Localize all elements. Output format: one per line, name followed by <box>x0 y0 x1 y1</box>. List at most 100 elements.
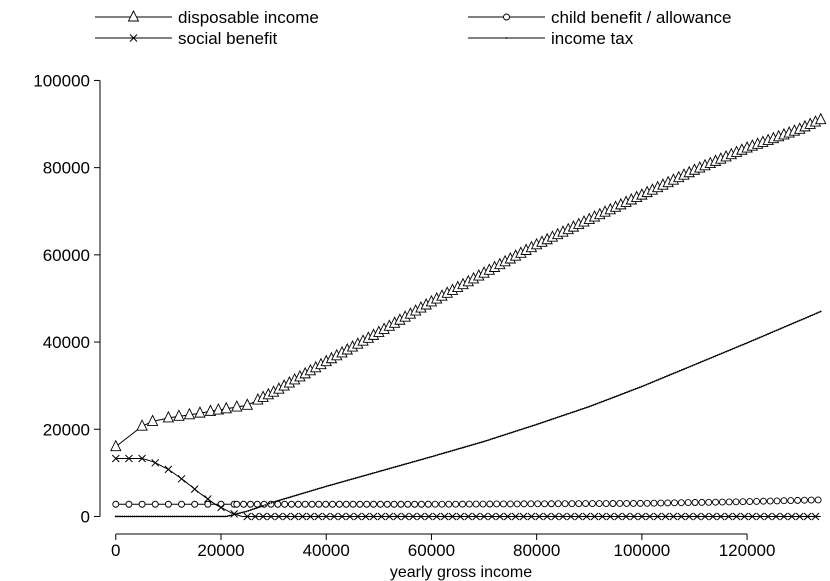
data-point <box>795 512 804 521</box>
data-point <box>718 353 721 356</box>
data-point <box>424 500 432 508</box>
data-point <box>182 515 185 518</box>
data-point <box>276 499 279 502</box>
data-point <box>548 419 551 422</box>
data-point <box>552 417 555 420</box>
data-point <box>407 462 410 465</box>
data-point <box>274 500 277 503</box>
data-point <box>325 485 328 488</box>
data-point <box>251 512 260 521</box>
data-point <box>290 512 299 521</box>
data-point <box>456 512 465 521</box>
data-point <box>169 515 172 518</box>
data-point <box>329 484 332 487</box>
x-tick-label: 20000 <box>197 541 244 560</box>
data-point <box>529 425 532 428</box>
data-point <box>508 432 511 435</box>
data-point <box>212 403 225 415</box>
data-point <box>266 503 269 506</box>
data-point <box>259 512 267 521</box>
data-point <box>180 515 182 518</box>
data-point <box>390 500 398 508</box>
data-point <box>598 401 601 404</box>
data-point <box>558 415 561 418</box>
data-point <box>127 515 130 518</box>
data-point <box>260 505 262 508</box>
data-point <box>319 487 321 490</box>
data-point <box>413 460 416 463</box>
data-point <box>556 416 559 419</box>
data-point <box>616 500 624 507</box>
data-point <box>636 499 644 507</box>
data-point <box>817 311 820 314</box>
data-point <box>228 514 231 517</box>
data-point <box>298 512 307 521</box>
data-point <box>603 400 605 402</box>
data-point <box>465 500 473 508</box>
data-point <box>150 515 153 518</box>
data-point <box>568 500 576 508</box>
data-point <box>744 342 746 345</box>
data-point <box>350 478 353 481</box>
data-point <box>190 485 199 493</box>
data-point <box>760 335 763 338</box>
data-point <box>582 500 590 508</box>
data-point <box>377 512 386 521</box>
data-point <box>481 441 483 443</box>
data-point <box>257 506 260 509</box>
data-point <box>426 457 429 459</box>
data-point <box>112 500 120 508</box>
data-point <box>186 515 189 518</box>
data-point <box>409 512 417 521</box>
data-point <box>792 322 795 325</box>
data-point <box>502 434 504 437</box>
data-point <box>668 374 671 377</box>
data-point <box>697 362 700 364</box>
data-point <box>531 424 534 427</box>
data-point <box>780 512 788 521</box>
data-point <box>224 515 227 518</box>
data-point <box>809 315 812 317</box>
data-point <box>535 512 544 521</box>
data-point <box>544 420 546 423</box>
legend-marker <box>505 37 508 39</box>
data-point <box>600 400 603 403</box>
data-point <box>725 350 727 353</box>
data-point <box>662 376 664 379</box>
data-point <box>705 498 713 506</box>
data-point <box>110 439 122 452</box>
data-point <box>474 443 477 445</box>
data-point <box>247 500 254 508</box>
data-point <box>282 512 291 521</box>
data-point <box>479 500 487 508</box>
data-point <box>133 515 136 518</box>
data-point <box>813 313 816 316</box>
data-point <box>478 441 481 444</box>
data-point <box>436 453 439 456</box>
data-point <box>569 412 572 414</box>
data-point <box>335 500 343 508</box>
data-point <box>622 512 630 521</box>
data-point <box>405 462 408 465</box>
data-point <box>687 366 690 369</box>
data-point <box>302 492 304 495</box>
data-point <box>445 451 448 454</box>
data-point <box>677 512 686 521</box>
data-point <box>790 323 793 325</box>
y-tick-label: 100000 <box>33 71 90 90</box>
data-point <box>727 349 730 352</box>
data-point <box>510 431 513 434</box>
data-point <box>634 388 637 390</box>
data-point <box>333 483 336 485</box>
data-point <box>231 400 243 412</box>
data-point <box>230 509 239 518</box>
data-point <box>657 499 665 507</box>
data-point <box>805 316 807 319</box>
data-point <box>125 500 133 508</box>
data-point <box>443 452 445 454</box>
data-point <box>683 368 685 370</box>
data-point <box>640 385 643 388</box>
data-point <box>346 479 349 482</box>
data-point <box>217 500 225 508</box>
data-point <box>209 515 212 518</box>
